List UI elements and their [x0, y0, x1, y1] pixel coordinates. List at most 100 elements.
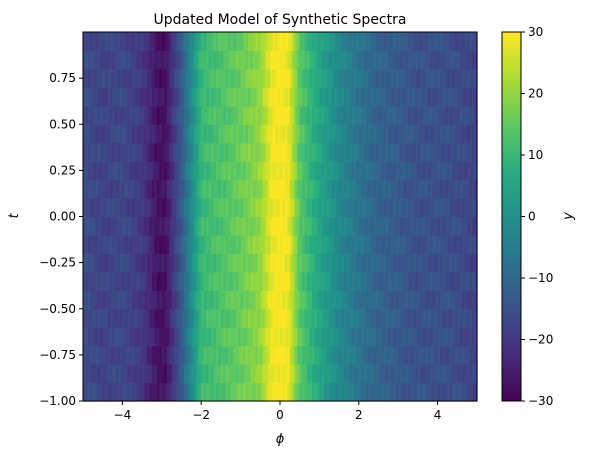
- heatmap-cell: [373, 253, 377, 273]
- heatmap-cell: [408, 271, 412, 291]
- heatmap-cell: [159, 198, 163, 218]
- heatmap-cell: [233, 382, 237, 402]
- heatmap-cell: [358, 271, 362, 291]
- heatmap-cell: [388, 327, 392, 347]
- heatmap-cell: [380, 216, 385, 236]
- heatmap-cell: [235, 161, 239, 181]
- heatmap-cell: [373, 161, 377, 181]
- heatmap-cell: [252, 216, 256, 236]
- heatmap-cell: [459, 105, 463, 125]
- heatmap-cell: [179, 124, 183, 144]
- heatmap-cell: [420, 142, 424, 162]
- heatmap-cell: [297, 161, 301, 181]
- heatmap-cell: [142, 253, 146, 273]
- heatmap-cell: [137, 68, 141, 88]
- heatmap-cell: [193, 179, 197, 199]
- heatmap-cell: [127, 253, 131, 273]
- heatmap-cell: [442, 198, 446, 218]
- heatmap-cell: [304, 234, 308, 254]
- heatmap-cell: [166, 50, 170, 70]
- heatmap-cell: [469, 32, 473, 52]
- heatmap-cell: [393, 253, 397, 273]
- heatmap-cell: [245, 32, 249, 52]
- heatmap-cell: [314, 32, 318, 52]
- heatmap-cell: [107, 290, 111, 310]
- heatmap-cell: [294, 308, 298, 328]
- heatmap-cell: [452, 345, 456, 365]
- heatmap-cell: [459, 271, 463, 291]
- heatmap-cell: [260, 345, 264, 365]
- heatmap-cell: [188, 198, 192, 218]
- heatmap-cell: [270, 68, 274, 88]
- heatmap-cell: [341, 364, 345, 384]
- heatmap-cell: [198, 179, 202, 199]
- heatmap-cell: [87, 216, 91, 236]
- heatmap-cell: [92, 345, 96, 365]
- heatmap-cell: [334, 124, 338, 144]
- heatmap-cell: [282, 364, 286, 384]
- heatmap-cell: [398, 161, 402, 181]
- heatmap-cell: [336, 105, 340, 125]
- heatmap-cell: [129, 345, 133, 365]
- heatmap-cell: [408, 105, 412, 125]
- heatmap-cell: [87, 234, 91, 254]
- heatmap-cell: [147, 68, 151, 88]
- heatmap-cell: [87, 179, 91, 199]
- heatmap-cell: [442, 271, 446, 291]
- heatmap-cell: [112, 32, 116, 52]
- heatmap-cell: [215, 179, 220, 199]
- heatmap-cell: [87, 308, 91, 328]
- heatmap-cell: [346, 32, 350, 52]
- heatmap-cell: [378, 87, 382, 107]
- heatmap-cell: [321, 253, 325, 273]
- heatmap-cell: [134, 68, 138, 88]
- heatmap-cell: [324, 142, 328, 162]
- heatmap-cell: [334, 364, 338, 384]
- heatmap-cell: [183, 327, 188, 347]
- heatmap-cell: [348, 327, 353, 347]
- heatmap-cell: [415, 161, 419, 181]
- heatmap-cell: [326, 32, 330, 52]
- heatmap-cell: [410, 290, 414, 310]
- heatmap-cell: [134, 32, 138, 52]
- heatmap-cell: [358, 327, 362, 347]
- heatmap-cell: [373, 32, 377, 52]
- heatmap-cell: [144, 345, 148, 365]
- heatmap-cell: [230, 327, 234, 347]
- heatmap-cell: [430, 68, 434, 88]
- heatmap-cell: [412, 124, 417, 144]
- heatmap-cell: [110, 345, 114, 365]
- heatmap-cell: [262, 142, 266, 162]
- heatmap-cell: [417, 87, 421, 107]
- heatmap-cell: [110, 327, 114, 347]
- heatmap-cell: [112, 234, 116, 254]
- heatmap-cell: [206, 308, 210, 328]
- heatmap-cell: [304, 253, 308, 273]
- heatmap-cell: [324, 68, 328, 88]
- heatmap-cell: [191, 234, 195, 254]
- heatmap-cell: [147, 290, 151, 310]
- heatmap-cell: [154, 253, 158, 273]
- heatmap-cell: [154, 234, 158, 254]
- heatmap-cell: [447, 124, 451, 144]
- heatmap-cell: [444, 68, 449, 88]
- heatmap-cell: [260, 87, 264, 107]
- heatmap-cell: [420, 161, 424, 181]
- heatmap-cell: [348, 345, 353, 365]
- heatmap-cell: [151, 32, 156, 52]
- heatmap-cell: [147, 198, 151, 218]
- heatmap-cell: [376, 32, 380, 52]
- heatmap-cell: [198, 50, 202, 70]
- heatmap-cell: [444, 216, 449, 236]
- heatmap-cell: [356, 327, 360, 347]
- heatmap-cell: [215, 308, 220, 328]
- heatmap-cell: [265, 327, 269, 347]
- heatmap-cell: [127, 327, 131, 347]
- heatmap-cell: [344, 50, 348, 70]
- heatmap-cell: [270, 364, 274, 384]
- heatmap-cell: [462, 32, 466, 52]
- heatmap-cell: [430, 105, 434, 125]
- heatmap-cell: [90, 234, 94, 254]
- heatmap-cell: [373, 68, 377, 88]
- heatmap-cell: [474, 234, 478, 254]
